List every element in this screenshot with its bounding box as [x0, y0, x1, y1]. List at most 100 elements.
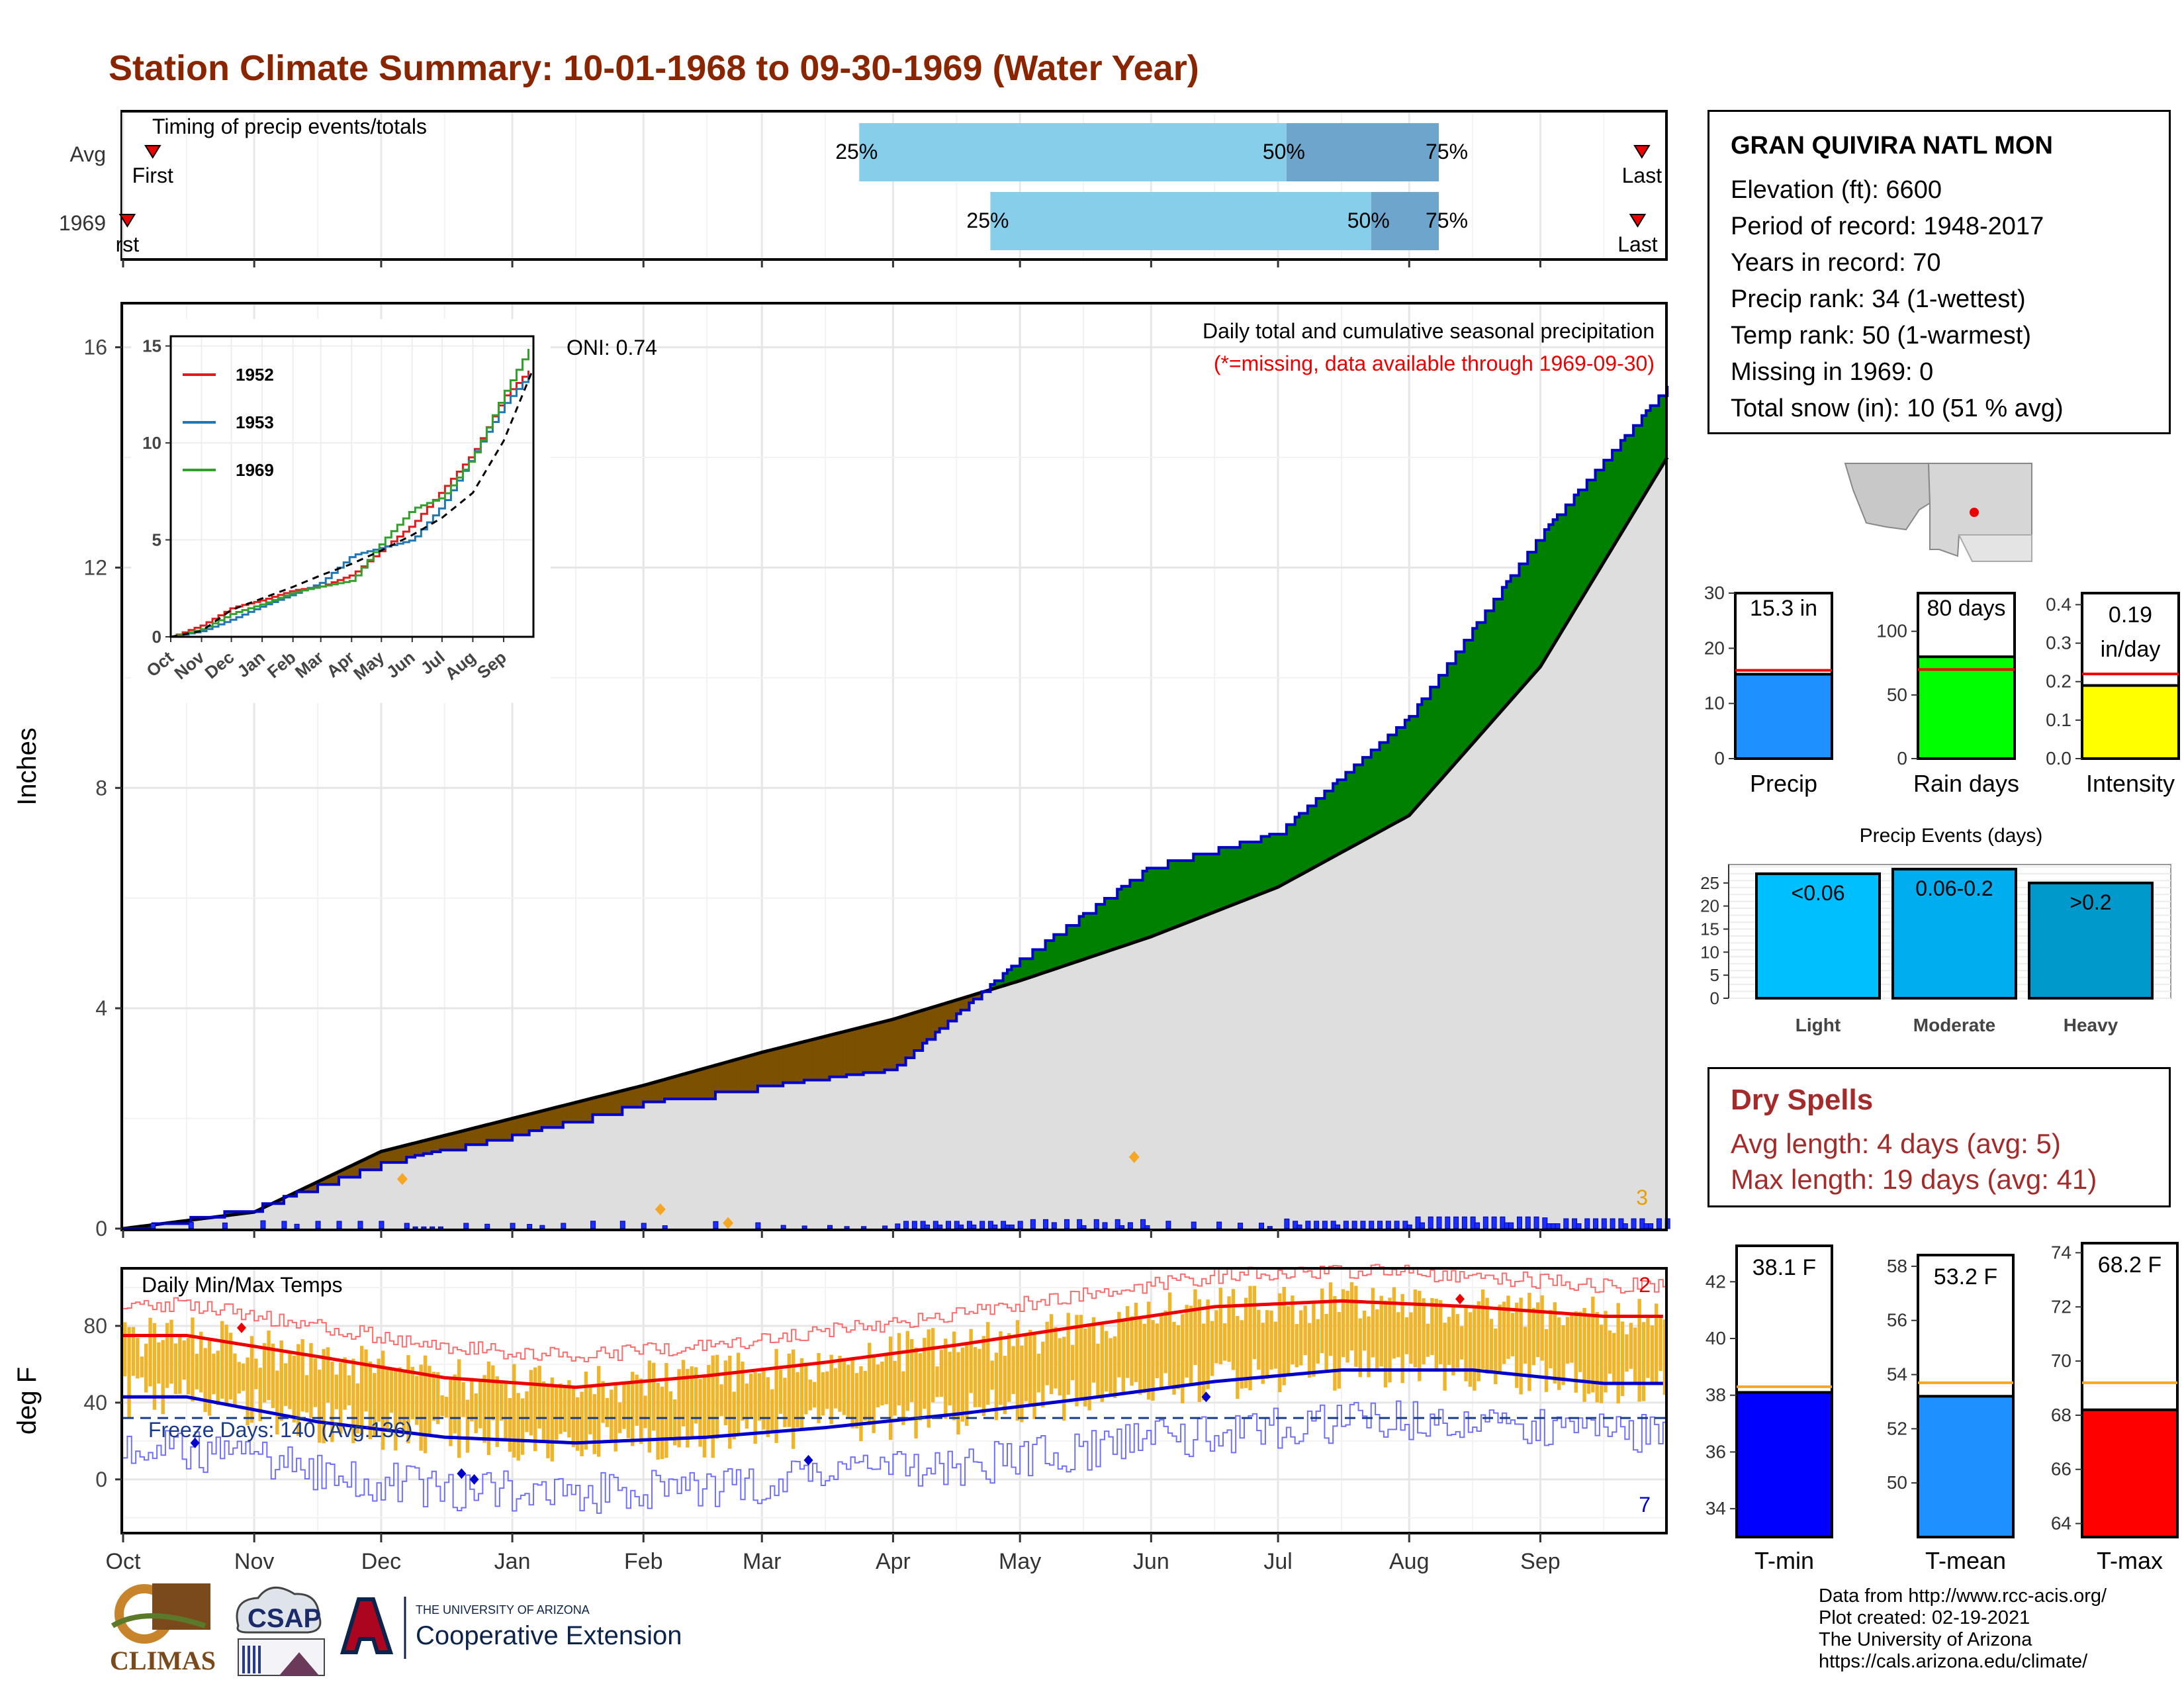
surplus-band [1527, 551, 1533, 682]
daily-temp-range-bar [1172, 1321, 1176, 1395]
deficit-band [626, 1088, 631, 1108]
daily-temp-range-bar [707, 1364, 711, 1438]
deficit-band [584, 1098, 589, 1123]
daily-precip-bar [1475, 1222, 1480, 1229]
daily-temp-range-bar [821, 1372, 825, 1416]
climas-logo[interactable]: CLIMAS [110, 1583, 216, 1675]
deficit-band [592, 1096, 598, 1115]
daily-precip-bar [590, 1221, 596, 1229]
surplus-band [1328, 790, 1334, 861]
daily-temp-range-bar [1113, 1336, 1117, 1399]
daily-temp-range-bar [1282, 1286, 1286, 1385]
daily-temp-range-bar [1565, 1317, 1570, 1364]
daily-temp-range-bar [1015, 1320, 1020, 1421]
daily-temp-range-bar [1447, 1317, 1451, 1365]
deficit-band [749, 1054, 754, 1092]
surplus-band [1193, 853, 1199, 921]
dry-spells-title: Dry Spells [1731, 1084, 1874, 1116]
deficit-band [702, 1067, 707, 1100]
mini-bar-ytick-label: 100 [1876, 621, 1907, 641]
mini-bar-ytick-label: 0.1 [2046, 710, 2071, 730]
inset-ytick-label: 5 [152, 530, 161, 550]
deficit-band [858, 1026, 864, 1076]
ua-cooperative-extension-logo[interactable]: THE UNIVERSITY OF ARIZONA Cooperative Ex… [340, 1597, 682, 1659]
daily-temp-range-bar [876, 1364, 880, 1408]
daily-temp-range-bar [965, 1344, 969, 1426]
daily-temp-range-bar [398, 1367, 402, 1425]
daily-temp-range-bar [1227, 1296, 1231, 1362]
daily-precip-bar [1335, 1224, 1341, 1229]
surplus-band [1197, 853, 1203, 919]
surplus-band [1240, 841, 1245, 903]
ua-small-text: THE UNIVERSITY OF ARIZONA [416, 1603, 590, 1617]
surplus-band [1396, 727, 1401, 823]
daily-temp-range-bar [770, 1389, 774, 1431]
credit-url: https://cals.arizona.edu/climate/ [1819, 1651, 2088, 1672]
daily-temp-range-bar [1020, 1345, 1024, 1423]
daily-temp-range-bar [981, 1336, 986, 1417]
mini-bar-ytick-label: 0 [1897, 748, 1907, 769]
daily-temp-range-bar [960, 1347, 965, 1422]
precip-ytick-label: 0 [95, 1217, 107, 1241]
deficit-band [731, 1058, 737, 1092]
month-tick-label: Mar [743, 1549, 782, 1574]
deficit-band [884, 1019, 889, 1070]
surplus-band [1341, 779, 1346, 853]
average-cumulative-line [122, 456, 1669, 1231]
mini-bar-value-label: 0.19 [2109, 602, 2152, 628]
inset-frame [169, 335, 535, 638]
surplus-band [1658, 395, 1664, 473]
daily-temp-range-bar [999, 1331, 1003, 1405]
daily-temp-range-bar [246, 1357, 250, 1425]
csap-logo[interactable]: CSAP [236, 1586, 325, 1676]
surplus-band [1535, 539, 1541, 673]
daily-temp-range-bar [567, 1380, 571, 1438]
surplus-band [1244, 841, 1249, 901]
daily-precip-bar [1305, 1221, 1311, 1229]
temp-bar-ytick-label: 64 [2051, 1513, 2071, 1534]
mini-bar-ytick-label: 20 [1704, 637, 1725, 658]
timing-first-label: rst [116, 232, 140, 256]
daily-temp-range-bar [504, 1383, 508, 1440]
credits: Data from http://www.rcc-acis.org/ Plot … [1819, 1585, 2107, 1673]
daily-temp-range-bar [152, 1323, 157, 1410]
surplus-band [1404, 720, 1410, 819]
deficit-band [876, 1021, 881, 1073]
daily-precip-bar [1322, 1221, 1328, 1229]
daily-precip-bar [1297, 1224, 1302, 1229]
daily-temp-range-bar [428, 1366, 432, 1434]
daily-temp-range-bar [1303, 1305, 1307, 1356]
daily-precip-bar [1377, 1221, 1383, 1229]
daily-temp-range-bar [626, 1382, 631, 1438]
daily-precip-bar [827, 1225, 833, 1229]
daily-temp-range-bar [588, 1387, 592, 1434]
daily-temp-range-bar [1193, 1289, 1197, 1366]
surplus-band [1307, 805, 1312, 872]
daily-temp-range-bar [1032, 1334, 1036, 1419]
mini-bar-label: Intensity [2086, 770, 2175, 797]
deficit-band [630, 1087, 635, 1108]
surplus-band [1417, 704, 1422, 807]
daily-temp-range-bar [994, 1352, 999, 1421]
deficit-band [664, 1078, 670, 1100]
inset-legend-label: 1969 [236, 460, 274, 480]
surplus-band [1484, 610, 1490, 730]
daily-temp-range-bar [241, 1363, 246, 1391]
daily-precip-bar [1102, 1222, 1108, 1229]
surplus-band [1612, 449, 1617, 549]
month-tick-label: Aug [1389, 1549, 1430, 1574]
deficit-band [550, 1107, 555, 1128]
daily-temp-range-bar [1278, 1293, 1282, 1393]
temp-record-marker [1201, 1391, 1211, 1403]
deficit-band [609, 1092, 615, 1115]
surplus-band [1362, 757, 1367, 842]
daily-precip-bar [992, 1224, 998, 1229]
mini-bar-ytick-label: 10 [1704, 693, 1725, 714]
month-tick-label: Dec [361, 1549, 401, 1574]
daily-precip-bar [1216, 1221, 1222, 1229]
daily-precip-bar [404, 1223, 410, 1229]
daily-temp-range-bar [1096, 1343, 1100, 1397]
timing-pct-75: 75% [1426, 140, 1468, 164]
daily-precip-bar [1394, 1221, 1400, 1229]
daily-temp-range-bar [224, 1325, 228, 1405]
